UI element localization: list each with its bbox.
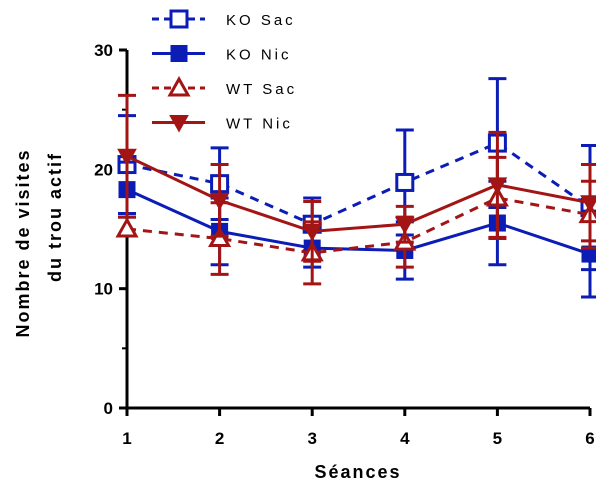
y-tick-label: 30 (94, 41, 113, 60)
x-tick-label: 1 (122, 429, 131, 448)
series-line (126, 154, 591, 233)
data-point (487, 177, 508, 195)
legend-item: KO Nic (152, 45, 292, 64)
legend-marker (169, 9, 189, 29)
legend-item: WT Sac (152, 75, 297, 98)
data-point (302, 223, 323, 242)
series-line (126, 141, 591, 226)
data-point (394, 216, 415, 235)
series-wt-sac (115, 155, 596, 286)
x-tick-label: 5 (493, 429, 502, 448)
x-tick-label: 6 (585, 429, 594, 448)
x-tick-label: 3 (307, 429, 316, 448)
x-tick-label: 2 (215, 429, 224, 448)
series-line (126, 188, 591, 256)
legend-label: KO Nic (226, 47, 292, 64)
y-tick-label: 10 (94, 280, 113, 299)
legend-label: WT Nic (226, 116, 293, 133)
x-axis-title: Séances (314, 462, 401, 482)
legend: KO Sac KO Nic WT Sac WT Nic (152, 9, 297, 133)
data-point (117, 148, 137, 167)
y-tick-label: 20 (94, 160, 113, 179)
axes: 0 10 20 30 1 2 3 4 5 6 (94, 41, 595, 448)
series-ko-nic (118, 160, 596, 299)
y-axis-title-line-2: du trou actif (45, 152, 65, 282)
legend-marker (167, 75, 191, 97)
series-layer (115, 77, 596, 299)
x-tick-label: 4 (400, 429, 410, 448)
data-point (395, 172, 415, 192)
y-axis-title: Nombre de visites du trou actif (13, 148, 65, 337)
series-line (126, 196, 591, 255)
data-point (580, 195, 596, 213)
legend-item: KO Sac (152, 9, 296, 29)
legend-marker (169, 115, 189, 133)
data-point (209, 192, 230, 211)
data-point (115, 216, 139, 238)
legend-marker (170, 45, 188, 62)
legend-label: WT Sac (226, 81, 297, 98)
legend-label: KO Sac (226, 12, 296, 29)
series-ko-sac (117, 77, 596, 272)
legend-item: WT Nic (152, 115, 293, 133)
y-axis-title-line-1: Nombre de visites (13, 148, 33, 337)
series-wt-nic (117, 93, 596, 263)
y-tick-label: 0 (104, 399, 113, 418)
